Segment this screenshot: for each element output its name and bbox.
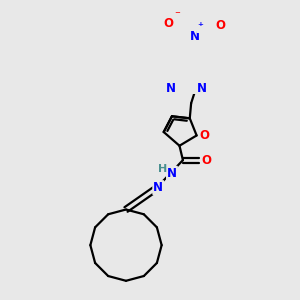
Text: N: N xyxy=(167,167,177,180)
Text: N: N xyxy=(166,82,176,95)
Text: H: H xyxy=(158,164,167,174)
Text: O: O xyxy=(216,19,226,32)
Text: N: N xyxy=(197,82,207,95)
Text: ⁻: ⁻ xyxy=(174,10,180,20)
Text: ⁺: ⁺ xyxy=(197,22,203,32)
Text: O: O xyxy=(164,16,173,29)
Text: N: N xyxy=(153,181,163,194)
Text: O: O xyxy=(200,129,210,142)
Text: O: O xyxy=(201,154,211,166)
Text: N: N xyxy=(190,30,200,43)
